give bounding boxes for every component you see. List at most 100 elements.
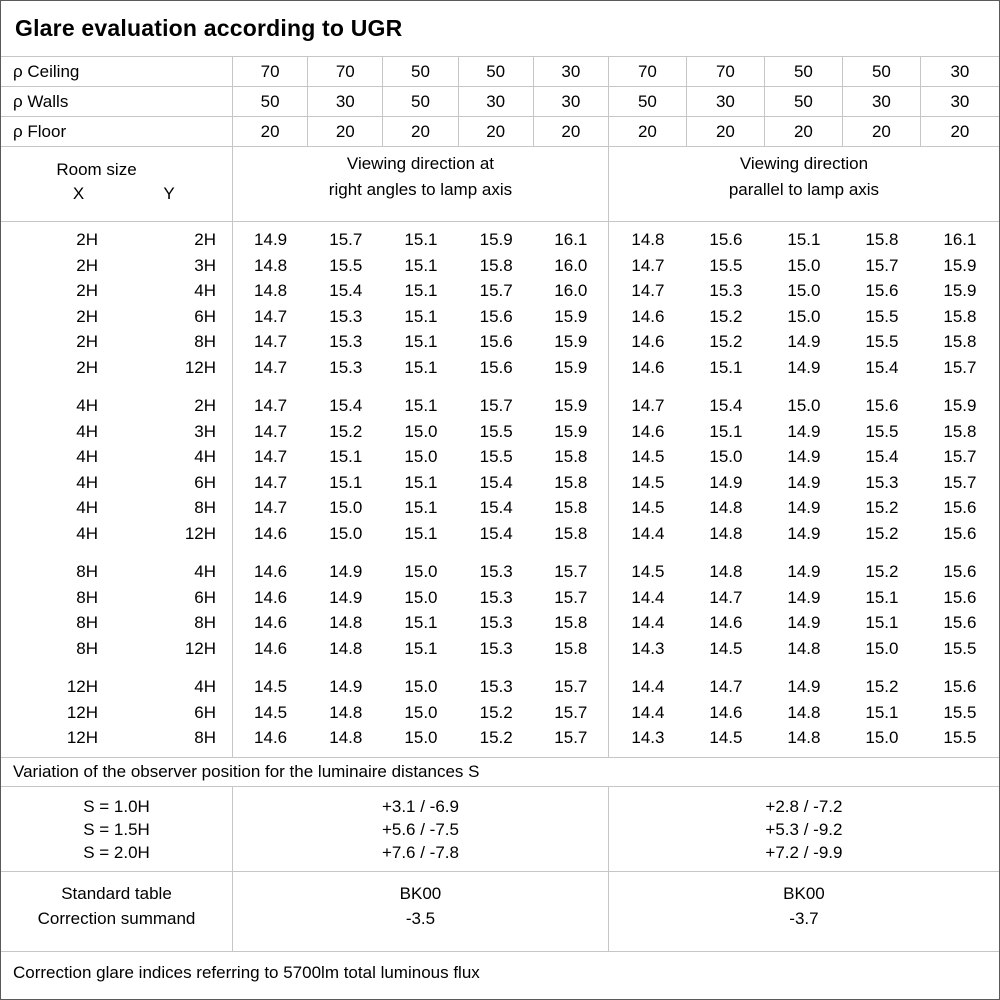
reflectance-value: 20 [687,117,765,146]
observer-variation-block: S = 1.0H S = 1.5H S = 2.0H +3.1 / -6.9 +5.6… [1,786,999,872]
room-y-value: 12H [106,520,233,546]
ugr-value: 14.7 [709,587,743,607]
spacer-row [1,546,999,559]
ugr-value: 15.0 [329,523,363,543]
reflectance-section: ρ Ceiling 70 70 50 50 30 70 70 50 50 30 ρ Walls 50 30… [1,57,999,147]
ugr-row: 4H 8H 14.7 15.0 15.1 15.4 15.8 14.5 14.8 14.9 15.2… [1,495,999,521]
reflectance-value: 20 [383,117,459,146]
ugr-value: 14.9 [329,562,363,581]
ugr-row: 2H 2H 14.9 15.7 15.1 15.9 16.1 14.8 15.6 15.1 15.8… [1,227,999,253]
ugr-value: 15.7 [534,584,609,610]
ugr-value: 14.9 [787,498,821,517]
std-right-angles-value: -3.5 [405,908,436,928]
ugr-value: 15.8 [534,469,609,495]
room-x-value: 2H [76,230,98,249]
ugr-value: 14.7 [254,472,288,492]
ugr-value: 14.7 [631,396,665,415]
ugr-value: 14.7 [254,447,288,466]
ugr-value: 15.7 [943,472,977,492]
ugr-value: 15.8 [865,230,899,249]
ugr-value: 15.9 [534,303,609,329]
room-y-value: 3H [106,418,233,444]
ugr-value: 14.6 [254,638,288,658]
svar-right-angles: +3.1 / -6.9 +5.6 / -7.5 +7.6 / -7.8 [233,786,609,871]
std-label: Correction summand [37,908,196,928]
ugr-value: 15.4 [329,281,363,300]
svar-right-angles-value: +7.6 / -7.8 [381,842,459,862]
ugr-value: 14.7 [254,421,288,441]
ugr-value: 15.2 [865,523,899,543]
ugr-value: 15.0 [787,281,821,300]
ugr-value: 14.4 [631,677,665,696]
ugr-value: 14.7 [254,396,288,415]
ugr-value: 15.7 [943,447,977,466]
ugr-value: 15.7 [329,230,363,249]
ugr-value: 15.7 [943,357,977,377]
ugr-value: 15.1 [404,498,438,517]
room-y-value: 8H [106,329,233,355]
ugr-value: 15.1 [709,421,743,441]
ugr-value: 14.8 [787,638,821,658]
ugr-row: 4H 6H 14.7 15.1 15.1 15.4 15.8 14.5 14.9 14.9 15.3… [1,469,999,495]
ugr-value: 15.3 [329,332,363,351]
reflectance-value: 20 [534,117,609,146]
ugr-value: 15.6 [943,523,977,543]
reflectance-value: 20 [233,117,309,146]
reflectance-row: ρ Ceiling 70 70 50 50 30 70 70 50 50 30 [1,57,999,87]
ugr-value: 15.4 [479,498,513,517]
reflectance-value: 20 [308,117,384,146]
ugr-value: 14.4 [631,587,665,607]
ugr-row: 12H 6H 14.5 14.8 15.0 15.2 15.7 14.4 14.6 14.8 15.… [1,699,999,725]
ugr-value: 15.1 [404,523,438,543]
ugr-value: 15.3 [479,587,513,607]
ugr-value: 15.3 [479,638,513,658]
ugr-value: 15.5 [943,728,977,747]
room-size-x-label: X [72,184,85,203]
ugr-value: 15.0 [404,702,438,722]
ugr-value: 15.6 [479,306,513,326]
ugr-value: 15.2 [865,498,899,517]
ugr-value: 15.1 [329,472,363,492]
room-x-value: 4H [76,472,98,492]
ugr-value: 15.7 [479,281,513,300]
ugr-value: 14.9 [254,230,288,249]
ugr-value: 15.2 [709,306,743,326]
ugr-value: 15.6 [943,498,977,517]
ugr-value: 14.8 [709,498,743,517]
ugr-value: 14.6 [254,562,288,581]
room-y-value: 8H [106,610,233,636]
page-title: Glare evaluation according to UGR [15,15,403,41]
ugr-row: 2H 12H 14.7 15.3 15.1 15.6 15.9 14.6 15.1 14.9 15.… [1,354,999,380]
ugr-value: 14.6 [254,523,288,543]
ugr-value: 14.8 [329,728,363,747]
spacer-row [1,661,999,674]
ugr-value: 16.0 [534,278,609,304]
spacer-cell [233,546,609,559]
room-y-value: 4H [106,278,233,304]
ugr-value: 15.5 [943,702,977,722]
ugr-value: 15.1 [404,613,438,632]
reflectance-value: 20 [459,117,534,146]
svar-parallel-value: +7.2 / -9.9 [765,842,843,862]
ugr-value: 15.8 [479,255,513,275]
reflectance-value: 50 [459,57,534,86]
room-y-value: 6H [106,469,233,495]
room-x-value: 12H [66,702,98,722]
room-y-value: 4H [106,674,233,700]
ugr-value: 15.6 [865,281,899,300]
ugr-value: 14.6 [631,332,665,351]
reflectance-value: 30 [534,87,609,116]
ugr-value: 15.7 [534,559,609,585]
room-y-value: 2H [106,393,233,419]
svar-distance-label: S = 1.5H [83,819,150,839]
ugr-value: 15.1 [865,613,899,632]
ugr-value: 15.2 [865,562,899,581]
reflectance-label: ρ Floor [1,117,233,146]
ugr-value: 14.8 [709,562,743,581]
ugr-value: 15.7 [534,699,609,725]
ugr-row: 4H 4H 14.7 15.1 15.0 15.5 15.8 14.5 15.0 14.9 15.4… [1,444,999,470]
svar-parallel: +2.8 / -7.2 +5.3 / -9.2 +7.2 / -9.9 [609,787,999,871]
ugr-value: 15.8 [534,635,609,661]
ugr-row: 8H 12H 14.6 14.8 15.1 15.3 15.8 14.3 14.5 14.8 15.… [1,635,999,661]
ugr-value: 15.9 [534,354,609,380]
